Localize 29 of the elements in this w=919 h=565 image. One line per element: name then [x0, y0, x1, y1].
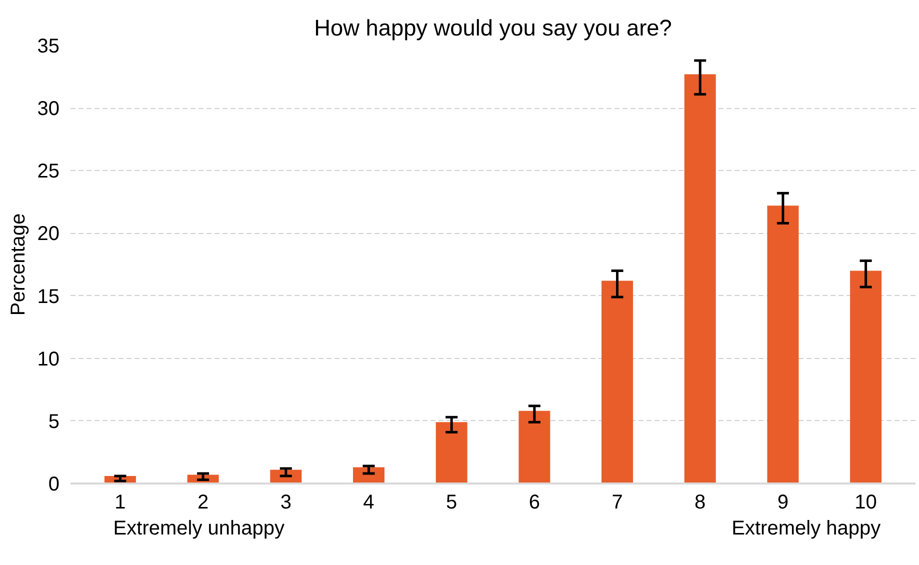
- y-tick-label: 10: [37, 348, 60, 370]
- bar: [767, 206, 799, 484]
- y-tick-label: 0: [48, 474, 60, 496]
- x-tick-label: 7: [612, 492, 623, 514]
- y-tick-label: 25: [37, 160, 60, 183]
- y-tick-label: 5: [48, 410, 60, 433]
- bar: [436, 422, 468, 484]
- x-tick-label: 8: [694, 492, 706, 514]
- x-tick-label: 9: [777, 492, 789, 514]
- y-tick-label: 15: [37, 286, 60, 308]
- text: Extremely happy: [732, 518, 881, 540]
- y-tick-label: 35: [37, 36, 60, 58]
- x-tick-label: 5: [446, 492, 458, 514]
- text: Extremely unhappy: [113, 518, 285, 540]
- x-tick-label: 1: [114, 492, 126, 514]
- bar: [352, 467, 384, 484]
- chart-title: How happy would you say you are?: [314, 14, 672, 40]
- bar: [684, 74, 716, 484]
- x-tick-label: 6: [528, 492, 540, 514]
- x-tick-label: 4: [363, 492, 374, 514]
- y-axis-title: Percentage: [7, 213, 30, 316]
- x-tick-label: 10: [854, 492, 877, 514]
- bar: [850, 270, 882, 484]
- x-tick-label: 3: [280, 492, 292, 514]
- bar: [518, 410, 550, 484]
- y-tick-label: 20: [37, 223, 60, 246]
- bar: [602, 280, 634, 484]
- x-tick-label: 2: [197, 492, 209, 514]
- y-tick-label: 30: [37, 98, 60, 120]
